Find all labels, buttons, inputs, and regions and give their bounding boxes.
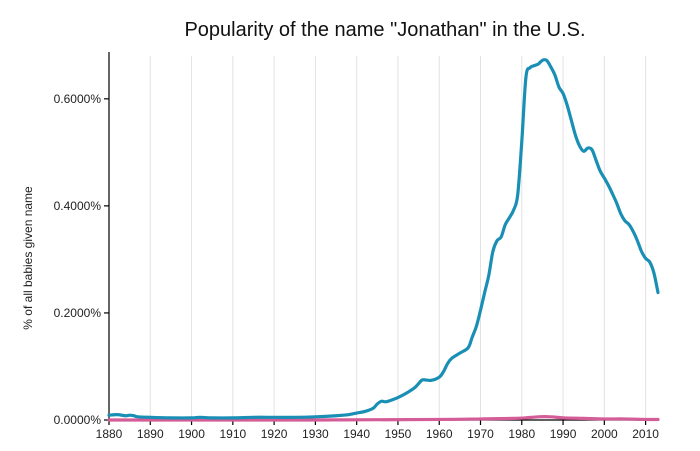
- x-tick-label: 1910: [219, 427, 246, 441]
- y-tick-label: 0.2000%: [54, 306, 102, 320]
- x-tick-label: 1980: [508, 427, 535, 441]
- y-axis-ticks: 0.0000% 0.2000% 0.4000% 0.6000%: [54, 92, 109, 427]
- x-tick-label: 1920: [261, 427, 288, 441]
- y-tick-label: 0.6000%: [54, 92, 102, 106]
- x-tick-label: 1930: [302, 427, 329, 441]
- x-tick-label: 1960: [426, 427, 453, 441]
- x-axis-ticks: 1880 1890 1900 1910 1920 1930 1940 1950 1960 1970…: [96, 420, 659, 441]
- x-tick-label: 1880: [96, 427, 123, 441]
- gridlines: [149, 56, 647, 420]
- x-tick-label: 1900: [178, 427, 205, 441]
- y-tick-label: 0.4000%: [54, 199, 102, 213]
- y-axis-label: % of all babies given name: [21, 186, 35, 330]
- chart-title: Popularity of the name "Jonathan" in the…: [184, 19, 585, 41]
- series-line-0: [107, 58, 660, 420]
- x-tick-label: 1970: [467, 427, 494, 441]
- x-tick-label: 1950: [385, 427, 412, 441]
- x-tick-label: 1990: [550, 427, 577, 441]
- y-tick-label: 0.0000%: [54, 413, 102, 427]
- x-tick-label: 2010: [632, 427, 659, 441]
- x-tick-label: 2000: [591, 427, 618, 441]
- series-lines: [107, 58, 660, 422]
- x-tick-label: 1890: [137, 427, 164, 441]
- series-line-1: [107, 415, 660, 422]
- x-tick-label: 1940: [343, 427, 370, 441]
